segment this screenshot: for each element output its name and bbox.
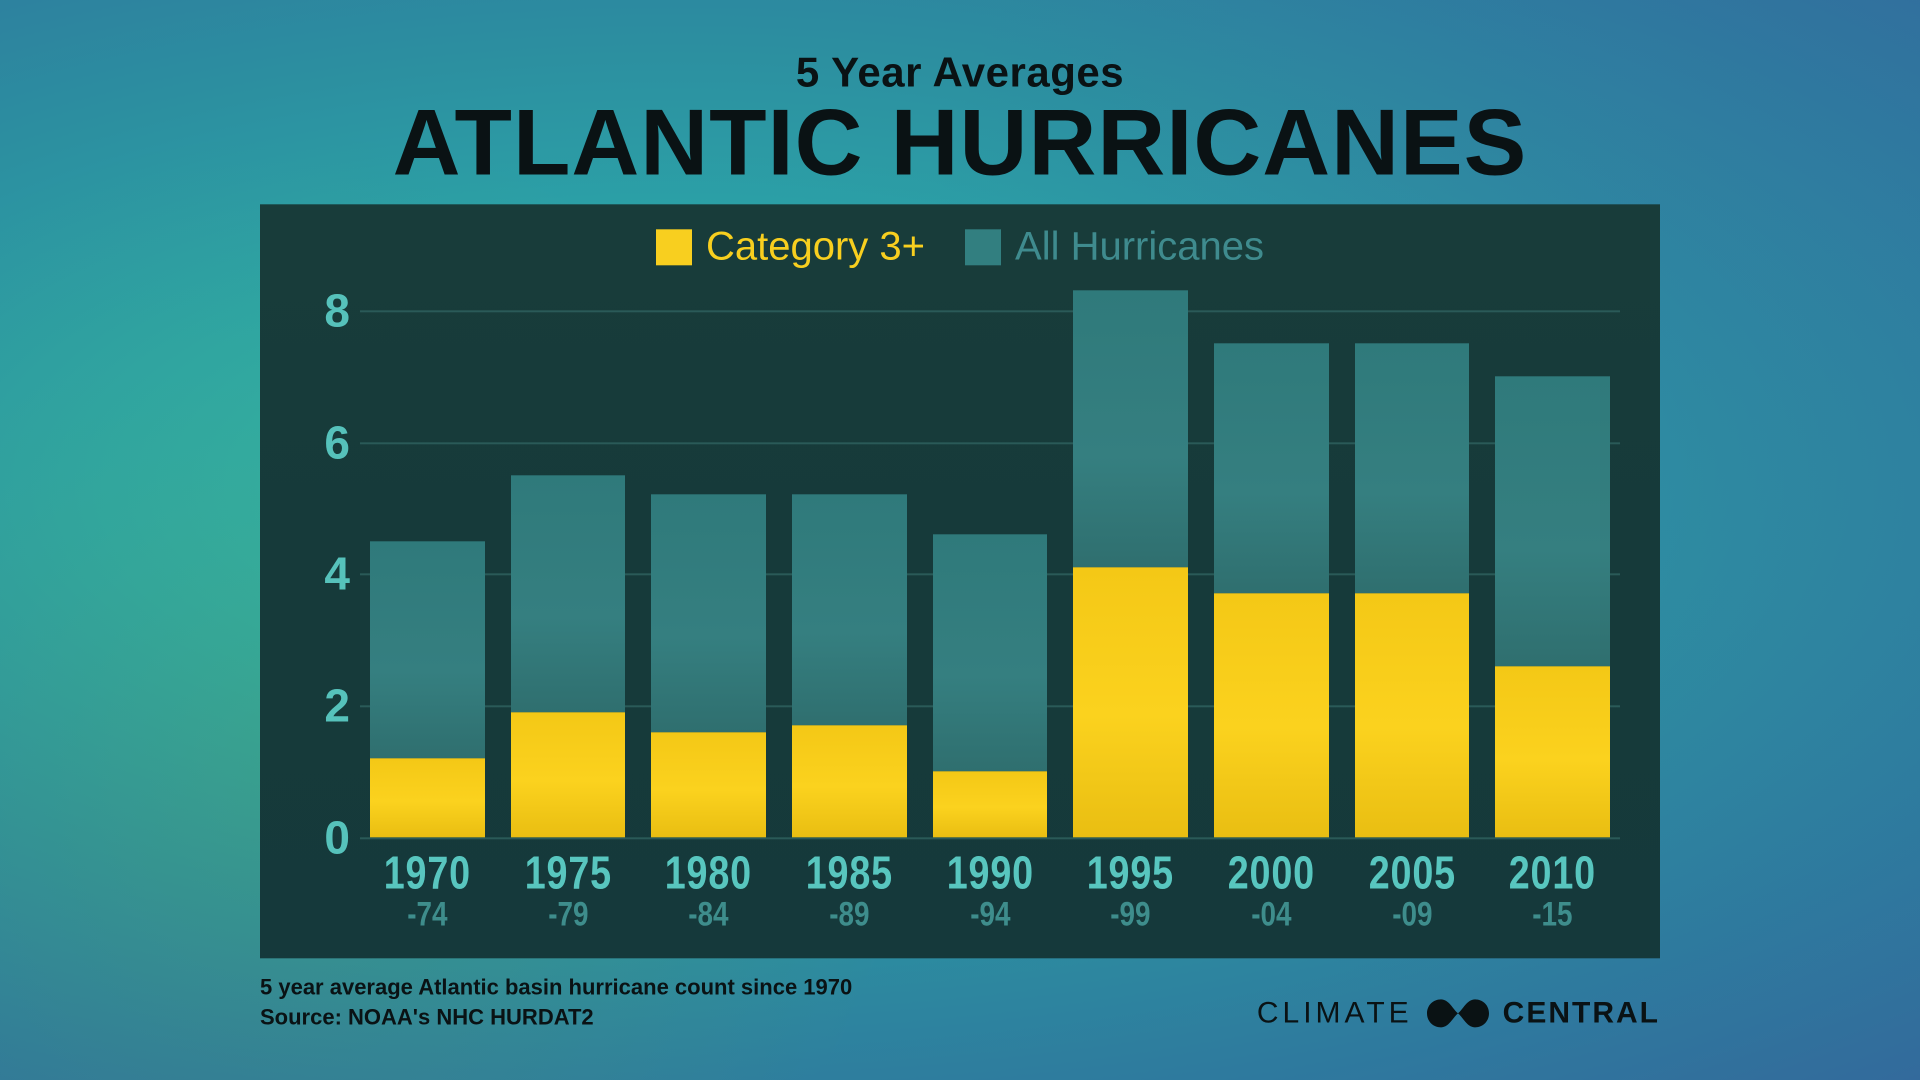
x-label-end: -94	[943, 895, 1037, 934]
bar-segment-cat3	[651, 732, 766, 837]
bar	[1214, 343, 1329, 837]
bar-slot	[1214, 277, 1329, 837]
bar-slot	[933, 277, 1048, 837]
bar-segment-cat3	[1355, 594, 1470, 838]
footnote-line-2: Source: NOAA's NHC HURDAT2	[260, 1002, 852, 1032]
footnote-line-1: 5 year average Atlantic basin hurricane …	[260, 972, 852, 1002]
x-label-start: 1985	[802, 845, 896, 899]
y-tick-label: 8	[300, 283, 350, 337]
x-label-end: -79	[521, 895, 615, 934]
chart-plot-area: 02468	[360, 277, 1620, 837]
bar-segment-all	[370, 541, 485, 758]
bar-segment-all	[1214, 343, 1329, 593]
bar-segment-all	[1495, 376, 1610, 666]
x-label: 2010-15	[1495, 845, 1610, 934]
x-label: 1990-94	[933, 845, 1048, 934]
x-label: 1970-74	[370, 845, 485, 934]
bar-segment-all	[933, 534, 1048, 771]
bar	[1355, 343, 1470, 837]
y-tick-label: 2	[300, 679, 350, 733]
chart-title: ATLANTIC HURRICANES	[180, 88, 1740, 196]
brand-text-right: CENTRAL	[1503, 997, 1660, 1031]
bar-segment-cat3	[1073, 567, 1188, 837]
brand-text-left: CLIMATE	[1257, 997, 1413, 1031]
bar-segment-all	[1073, 291, 1188, 568]
x-label-end: -84	[662, 895, 756, 934]
x-label: 1980-84	[651, 845, 766, 934]
chart-panel: Category 3+ All Hurricanes 02468 1970-74…	[260, 204, 1660, 958]
legend-item-cat3: Category 3+	[656, 224, 925, 269]
bar-segment-all	[1355, 343, 1470, 593]
x-label-start: 2010	[1506, 845, 1600, 899]
x-label: 2000-04	[1214, 845, 1329, 934]
x-label-end: -09	[1365, 895, 1459, 934]
x-label-start: 1970	[380, 845, 474, 899]
bar-slot	[651, 277, 766, 837]
y-tick-label: 6	[300, 415, 350, 469]
x-label-start: 1995	[1084, 845, 1178, 899]
y-tick-label: 0	[300, 810, 350, 864]
x-label-end: -89	[802, 895, 896, 934]
legend-label-all: All Hurricanes	[1015, 224, 1264, 269]
bar	[651, 495, 766, 838]
bar-slot	[1495, 277, 1610, 837]
x-label: 1995-99	[1073, 845, 1188, 934]
x-label-end: -15	[1506, 895, 1600, 934]
bar-segment-cat3	[933, 771, 1048, 837]
legend-item-all: All Hurricanes	[965, 224, 1264, 269]
legend-swatch-all	[965, 229, 1001, 265]
bar-segment-all	[511, 475, 626, 712]
y-tick-label: 4	[300, 547, 350, 601]
infinity-icon	[1423, 996, 1493, 1032]
x-label-start: 1975	[521, 845, 615, 899]
x-label-start: 2000	[1224, 845, 1318, 899]
bar-slot	[1355, 277, 1470, 837]
bar-slot	[792, 277, 907, 837]
x-label-end: -99	[1084, 895, 1178, 934]
bar-slot	[511, 277, 626, 837]
bar	[1073, 291, 1188, 838]
bar	[933, 534, 1048, 837]
x-axis-labels: 1970-741975-791980-841985-891990-941995-…	[360, 837, 1620, 934]
x-label: 2005-09	[1355, 845, 1470, 934]
legend-label-cat3: Category 3+	[706, 224, 925, 269]
bar-segment-cat3	[792, 725, 907, 837]
bar-segment-cat3	[511, 712, 626, 837]
grid-line	[360, 837, 1620, 839]
bar-segment-cat3	[370, 758, 485, 837]
legend-swatch-cat3	[656, 229, 692, 265]
x-label-start: 1990	[943, 845, 1037, 899]
bars-container	[360, 277, 1620, 837]
bar-segment-all	[651, 495, 766, 732]
bar-segment-cat3	[1214, 594, 1329, 838]
x-label-end: -74	[380, 895, 474, 934]
brand-logo: CLIMATE CENTRAL	[1257, 996, 1660, 1032]
legend: Category 3+ All Hurricanes	[290, 224, 1630, 269]
bar	[1495, 376, 1610, 837]
bar	[792, 495, 907, 838]
bar	[370, 541, 485, 837]
x-label-end: -04	[1224, 895, 1318, 934]
bar-slot	[370, 277, 485, 837]
footnotes: 5 year average Atlantic basin hurricane …	[260, 972, 852, 1031]
bar	[511, 475, 626, 837]
bar-segment-all	[792, 495, 907, 726]
x-label: 1975-79	[511, 845, 626, 934]
x-label-start: 1980	[662, 845, 756, 899]
x-label-start: 2005	[1365, 845, 1459, 899]
x-label: 1985-89	[792, 845, 907, 934]
bar-segment-cat3	[1495, 666, 1610, 837]
bar-slot	[1073, 277, 1188, 837]
